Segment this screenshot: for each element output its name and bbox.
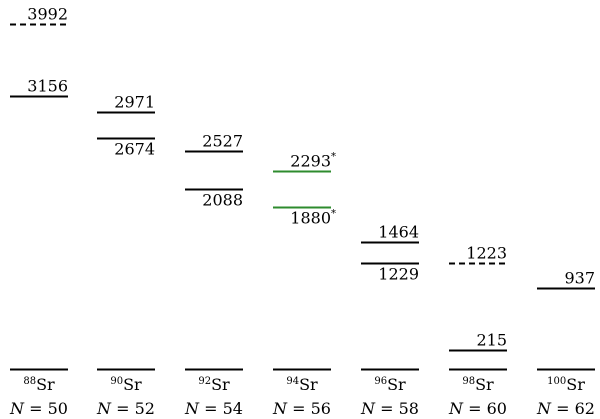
energy-level-label: 2293*: [290, 152, 336, 171]
energy-level-label: 1880*: [290, 209, 336, 228]
isotope-column-sr-96: 1229 1464 96Sr N = 58: [360, 223, 419, 418]
isotope-column-sr-92: 2088 2527 92Sr N = 54: [184, 132, 243, 418]
energy-level-label: 2674: [114, 140, 155, 159]
isotope-label: 100Sr: [547, 375, 585, 394]
energy-level-label: 2088: [202, 191, 243, 210]
isotope-column-sr-94: 1880* 2293* 94Sr N = 56: [272, 152, 336, 419]
neutron-number-label: N = 56: [272, 399, 331, 418]
neutron-number-label: N = 60: [448, 399, 507, 418]
neutron-number-label: N = 62: [536, 399, 595, 418]
energy-level-label: 215: [476, 331, 507, 350]
isotope-label: 90Sr: [110, 375, 142, 394]
isotope-label: 98Sr: [462, 375, 494, 394]
energy-level-label: 3156: [27, 77, 68, 96]
energy-level-label: 2971: [114, 93, 155, 112]
isotope-column-sr-90: 2674 2971 90Sr N = 52: [96, 93, 155, 418]
isotope-label: 96Sr: [374, 375, 406, 394]
neutron-number-label: N = 54: [184, 399, 243, 418]
neutron-number-label: N = 52: [96, 399, 155, 418]
isotope-label: 92Sr: [198, 375, 230, 394]
energy-level-label: 937: [564, 269, 595, 288]
isotope-column-sr-88: 3156 3992 88Sr N = 50: [9, 5, 68, 418]
energy-level-label: 3992: [27, 5, 68, 24]
energy-level-label: 1464: [378, 223, 419, 242]
neutron-number-label: N = 50: [9, 399, 68, 418]
energy-level-label: 2527: [202, 132, 243, 151]
isotope-label: 94Sr: [286, 375, 318, 394]
isotope-label: 88Sr: [23, 375, 55, 394]
neutron-number-label: N = 58: [360, 399, 419, 418]
energy-level-label: 1229: [378, 265, 419, 284]
isotope-column-sr-100: 937 100Sr N = 62: [536, 269, 595, 418]
isotope-column-sr-98: 215 1223 98Sr N = 60: [448, 244, 507, 418]
energy-level-label: 1223: [466, 244, 507, 263]
